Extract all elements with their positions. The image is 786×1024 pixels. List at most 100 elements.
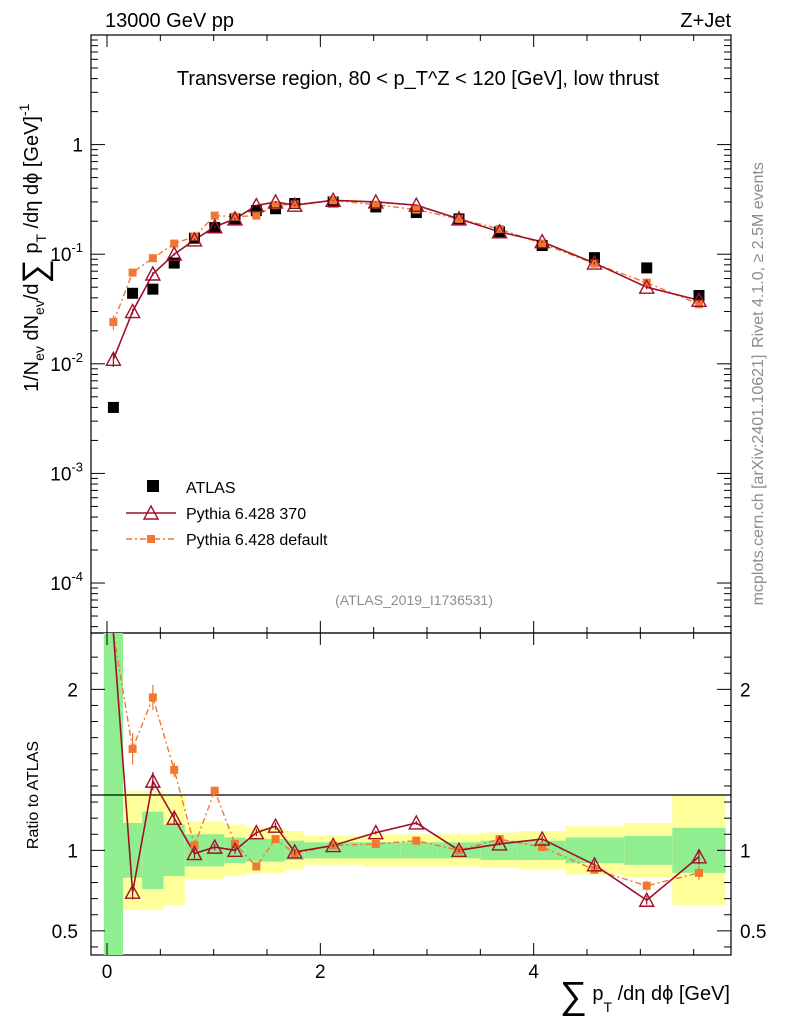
chart-title-text: Transverse region, 80 < p_T^Z < 120 [GeV… [177,68,660,90]
p370-ratio-point [226,841,244,858]
p370-ratio-point [586,856,603,872]
stat-band-bin [400,842,438,859]
y-axis-label: 1/Nev dNev/d∑ pT /dη dϕ [GeV]-1 [16,103,54,392]
p370-point [491,223,508,239]
legend: ATLAS Pythia 6.428 370 Pythia 6.428 defa… [126,480,328,549]
legend-pdefault-marker [147,535,155,543]
atlas-point [588,252,600,264]
pdefault-point [642,278,651,287]
ratio-tick-label-right: 0.5 [740,922,766,943]
p370-ratio-point [286,843,303,859]
stat-band-bin [103,633,123,955]
p370-ratio-point [638,891,655,907]
pdefault-ratio-point [590,865,599,874]
p370-ratio-point [534,830,551,846]
atlas-point [107,401,119,413]
legend-atlas-marker [147,480,159,492]
pdefault-point [109,318,118,327]
x-axis-label: ∑ pT /dη dϕ [GeV] [560,975,730,1017]
p370-point [206,218,223,234]
pdefault-point [412,205,421,214]
stat-band-bin [123,822,143,878]
y-axis-label-text: 1/Nev dNev/d∑ pT /dη dϕ [GeV]-1 [16,103,54,392]
pdefault-point [371,200,380,209]
mcplots-label: mcplots.cern.ch [arXiv:2401.10621] [750,355,767,606]
ratio-y-axis-label: Ratio to ATLAS [25,741,42,849]
p370-point [367,193,384,209]
p370-line [112,199,700,360]
stat-band-bin [624,835,673,865]
axis-ticks: 0 2 4 10-4 10-3 10-2 10-1 1 0.5 0.5 1 1 2 2 [50,35,766,983]
y-tick-label: 10-2 [50,350,83,376]
legend-p370-label: Pythia 6.428 370 [186,506,306,523]
pdefault-ratio-point [495,835,504,844]
pdefault-point [231,212,239,221]
p370-ratio-point [408,814,425,830]
p370-ratio-point [324,837,342,853]
atlas-point [168,257,180,269]
p370-ratio-point [248,824,265,840]
header-right: Z+Jet [680,10,731,32]
data-curves [105,191,708,907]
pdefault-point [538,239,547,248]
p370-ratio-point [144,772,162,788]
p370-point [248,197,265,213]
legend-atlas-label: ATLAS [186,480,236,497]
p370-point [638,278,655,294]
p370-ratio-point [690,848,708,864]
p370-ratio-point [186,845,203,861]
pdefault-point [128,268,137,277]
p370-point [186,231,203,247]
legend-p370-marker [142,504,160,520]
atlas-point [250,205,262,217]
atlas-point [641,262,653,274]
pdefault-ratio-point [695,868,703,877]
pdefault-point [495,224,504,233]
pdefault-point [271,201,280,210]
legend-pdefault-label: Pythia 6.428 default [186,532,328,549]
p370-point [450,210,468,226]
p370-point [267,193,284,209]
p370-ratio-point [450,841,468,858]
header-left: 13000 GeV pp [105,10,234,32]
p370-point [690,291,708,307]
x-tick-label: 4 [528,962,539,983]
p370-point [124,303,141,319]
ratio-tick-label-right: 2 [740,680,751,701]
pdefault-point [170,239,179,248]
pdefault-point [210,211,219,220]
rivet-label: Rivet 4.1.0, ≥ 2.5M events [750,162,767,348]
stat-band-bin [304,842,363,859]
p370-ratio-point [367,824,384,840]
p370-point [286,196,303,212]
p370-point [166,245,183,261]
pdefault-ratio-point [128,744,137,753]
stat-band-bin [142,811,164,889]
p370-point [144,265,162,281]
ratio-bands [103,633,726,955]
p370-ratio-point [166,809,183,825]
watermark: (ATLAS_2019_I1736531) [335,592,493,608]
p370-ratio-point [491,835,508,851]
pdefault-point [190,232,199,241]
ratio-tick-label: 1 [67,841,78,862]
pdefault-point [148,254,157,263]
pdefault-ratio-point [538,843,547,852]
pdefault-ratio-point [170,765,179,774]
ratio-tick-label: 2 [67,680,78,701]
ratio-panel-frame [90,632,732,956]
p370-ratio-point [124,883,141,899]
stat-band-bin [163,824,185,877]
pdefault-ratio-point [271,835,280,844]
atlas-point [127,287,139,299]
y-tick-label: 10-1 [50,240,83,266]
p370-point [226,210,244,226]
p370-point [105,350,122,366]
pdefault-point [695,300,703,309]
pdefault-ratio-point [148,693,157,702]
p370-point [324,191,342,208]
p370-point [586,254,603,270]
pdefault-line [112,199,700,323]
p370-point [408,196,425,212]
